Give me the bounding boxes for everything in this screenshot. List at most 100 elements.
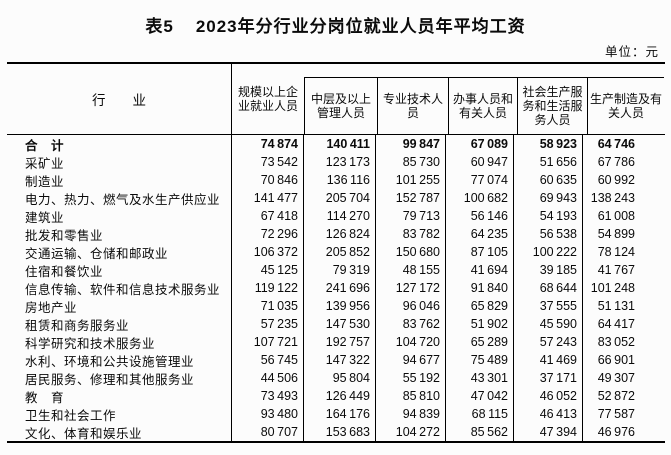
value-cell: 95 804 — [304, 369, 376, 387]
value-cell: 57 235 — [232, 315, 304, 333]
value-cell: 126 449 — [304, 387, 376, 405]
value-cell: 126 824 — [304, 225, 376, 243]
value-cell: 153 683 — [304, 423, 376, 441]
value-cell: 106 372 — [232, 243, 304, 261]
value-cell: 139 956 — [304, 297, 376, 315]
value-cell: 77 074 — [446, 171, 514, 189]
value-cell: 147 530 — [304, 315, 376, 333]
value-cell: 83 052 — [597, 335, 635, 349]
value-cell: 56 146 — [446, 207, 514, 225]
value-cell: 46 976 — [597, 425, 635, 439]
value-cell: 136 116 — [304, 171, 376, 189]
value-cell: 79 319 — [304, 261, 376, 279]
header-middle-management: 中层及以上管理人员 — [304, 78, 377, 134]
industry-name: 信息传输、软件和信息技术服务业 — [7, 279, 232, 297]
value-cell: 83 782 — [376, 225, 446, 243]
value-cell: 93 480 — [232, 405, 304, 423]
value-cell: 127 172 — [376, 279, 446, 297]
value-cell: 73 542 — [232, 153, 304, 171]
table-row: 文化、体育和娱乐业 80 707 153 683 104 272 85 562 47 39… — [7, 423, 665, 441]
unit-label: 单位：元 — [604, 45, 659, 59]
table-row: 电力、热力、燃气及水生产供应业 141 477 205 704 152 787 100 … — [7, 189, 665, 207]
value-cell: 85 562 — [446, 423, 514, 441]
table-body: 合 计 74 874 140 411 99 847 67 089 58 923 64 746… — [7, 135, 665, 441]
header-position-group: 中层及以上管理人员 专业技术人员 办事人员和有关人员 社会生产服务和生活服务人员… — [304, 77, 664, 134]
header-above-scale-employees: 规模以上企业就业人员 — [237, 85, 298, 113]
industry-name: 租赁和商务服务业 — [7, 315, 232, 333]
industry-name: 交通运输、仓储和邮政业 — [7, 243, 232, 261]
value-cell: 65 829 — [446, 297, 514, 315]
industry-name: 科学研究和技术服务业 — [7, 333, 232, 351]
table-row: 科学研究和技术服务业 107 721 192 757 104 720 65 289 57 … — [7, 333, 665, 351]
table-row: 制造业 70 846 136 116 101 255 77 074 60 635 60 99… — [7, 171, 665, 189]
value-cell: 205 852 — [304, 243, 376, 261]
industry-name: 合 计 — [7, 135, 232, 153]
value-cell: 67 786 — [597, 155, 635, 169]
value-cell: 104 720 — [376, 333, 446, 351]
value-cell: 107 721 — [232, 333, 304, 351]
value-cell: 99 847 — [376, 135, 446, 153]
value-cell: 58 923 — [514, 135, 583, 153]
value-cell: 54 193 — [514, 207, 583, 225]
value-cell: 101 255 — [376, 171, 446, 189]
value-cell: 46 052 — [514, 387, 583, 405]
value-cell: 46 413 — [514, 405, 583, 423]
value-cell: 87 105 — [446, 243, 514, 261]
header-production-staff: 生产制造及有关人员 — [587, 78, 664, 134]
value-cell: 45 125 — [232, 261, 304, 279]
table-row: 合 计 74 874 140 411 99 847 67 089 58 923 64 746 — [7, 135, 665, 153]
value-cell: 47 042 — [446, 387, 514, 405]
value-cell: 37 555 — [514, 297, 583, 315]
value-cell: 37 171 — [514, 369, 583, 387]
value-cell: 64 417 — [597, 317, 635, 331]
value-cell: 152 787 — [376, 189, 446, 207]
value-cell: 56 745 — [232, 351, 304, 369]
value-cell: 140 411 — [304, 135, 376, 153]
industry-name: 住宿和餐饮业 — [7, 261, 232, 279]
value-cell: 77 587 — [597, 407, 635, 421]
value-cell: 68 115 — [446, 405, 514, 423]
value-cell: 75 489 — [446, 351, 514, 369]
value-cell: 96 046 — [376, 297, 446, 315]
table-row: 居民服务、修理和其他服务业 44 506 95 804 55 192 43 301 37 … — [7, 369, 665, 387]
value-cell: 104 272 — [376, 423, 446, 441]
value-cell: 60 992 — [597, 173, 635, 187]
value-cell: 71 035 — [232, 297, 304, 315]
table-row: 采矿业 73 542 123 173 85 730 60 947 51 656 67 786 — [7, 153, 665, 171]
value-cell: 56 538 — [514, 225, 583, 243]
industry-name: 采矿业 — [7, 153, 232, 171]
value-cell: 79 713 — [376, 207, 446, 225]
industry-name: 居民服务、修理和其他服务业 — [7, 369, 232, 387]
value-cell: 114 270 — [304, 207, 376, 225]
industry-name: 房地产业 — [7, 297, 232, 315]
value-cell: 100 682 — [446, 189, 514, 207]
value-cell: 138 243 — [590, 191, 635, 205]
industry-name: 建筑业 — [7, 207, 232, 225]
value-cell: 119 122 — [232, 279, 304, 297]
value-cell: 51 131 — [597, 299, 635, 313]
value-cell: 41 767 — [597, 263, 635, 277]
table-row: 教 育 73 493 126 449 85 810 47 042 46 052 52 872 — [7, 387, 665, 405]
header-professional-technical: 专业技术人员 — [377, 78, 448, 134]
industry-name: 批发和零售业 — [7, 225, 232, 243]
header-industry: 行 业 — [7, 64, 232, 134]
table-row: 住宿和餐饮业 45 125 79 319 48 155 41 694 39 185 41 7… — [7, 261, 665, 279]
value-cell: 67 089 — [446, 135, 514, 153]
value-cell: 64 746 — [597, 137, 635, 151]
wage-table: 行 业 规模以上企业就业人员 中层及以上管理人员 专业技术人员 办事人员和有关人… — [7, 62, 665, 443]
table-row: 批发和零售业 72 296 126 824 83 782 64 235 56 538 54 … — [7, 225, 665, 243]
value-cell: 83 762 — [376, 315, 446, 333]
value-cell: 64 235 — [446, 225, 514, 243]
value-cell: 60 947 — [446, 153, 514, 171]
industry-name: 电力、热力、燃气及水生产供应业 — [7, 189, 232, 207]
value-cell: 41 469 — [514, 351, 583, 369]
value-cell: 60 635 — [514, 171, 583, 189]
industry-name: 水利、环境和公共设施管理业 — [7, 351, 232, 369]
value-cell: 192 757 — [304, 333, 376, 351]
value-cell: 241 696 — [304, 279, 376, 297]
table-row: 房地产业 71 035 139 956 96 046 65 829 37 555 51 13… — [7, 297, 665, 315]
value-cell: 45 590 — [514, 315, 583, 333]
value-cell: 85 810 — [376, 387, 446, 405]
value-cell: 49 307 — [597, 371, 635, 385]
